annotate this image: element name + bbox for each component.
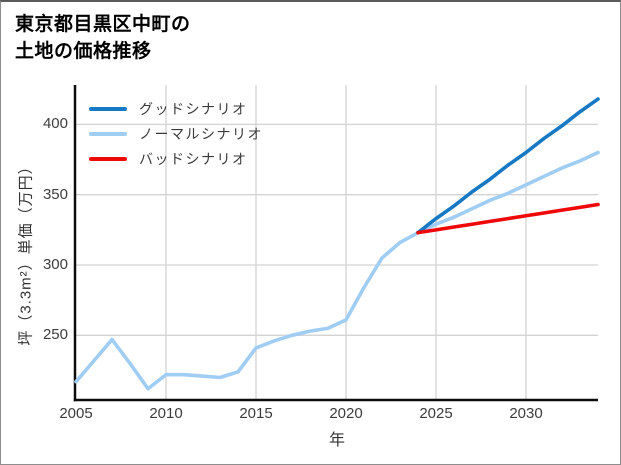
y-tick-label: 250: [42, 326, 68, 344]
legend-item-normal: ノーマルシナリオ: [89, 121, 263, 146]
normal-scenario-line-swatch: [89, 131, 127, 136]
x-tick-label: 2025: [419, 405, 453, 422]
good-scenario-line-swatch: [89, 106, 127, 111]
legend-label-bad: バッドシナリオ: [139, 150, 248, 167]
legend-item-good: グッドシナリオ: [89, 96, 263, 121]
chart-title-line1: 東京都目黒区中町の: [15, 14, 191, 35]
y-tick-label: 300: [42, 256, 68, 273]
x-tick-label: 2015: [239, 405, 273, 422]
chart-title-line2: 土地の価格推移: [15, 41, 152, 62]
legend-label-normal: ノーマルシナリオ: [139, 125, 263, 142]
legend: グッドシナリオ ノーマルシナリオ バッドシナリオ: [89, 96, 263, 171]
x-tick-label: 2010: [149, 405, 183, 422]
legend-label-good: グッドシナリオ: [139, 100, 248, 117]
x-axis-title: 年: [328, 432, 345, 449]
line-normal-scenario: [74, 150, 600, 391]
x-tick-label: 2005: [59, 405, 93, 422]
line-good-scenario: [416, 97, 600, 235]
bad-scenario-line-swatch: [89, 156, 127, 161]
line-bad-scenario: [416, 202, 600, 235]
y-tick-label: 350: [42, 185, 68, 203]
x-tick-label: 2020: [329, 405, 363, 422]
legend-item-bad: バッドシナリオ: [89, 146, 263, 171]
x-tick-label: 2030: [509, 405, 543, 422]
y-axis-title: 坪（3.3m²）単価（万円）: [17, 158, 35, 346]
chart-title: 東京都目黒区中町の 土地の価格推移: [15, 11, 191, 65]
y-tick-label: 400: [42, 115, 68, 133]
